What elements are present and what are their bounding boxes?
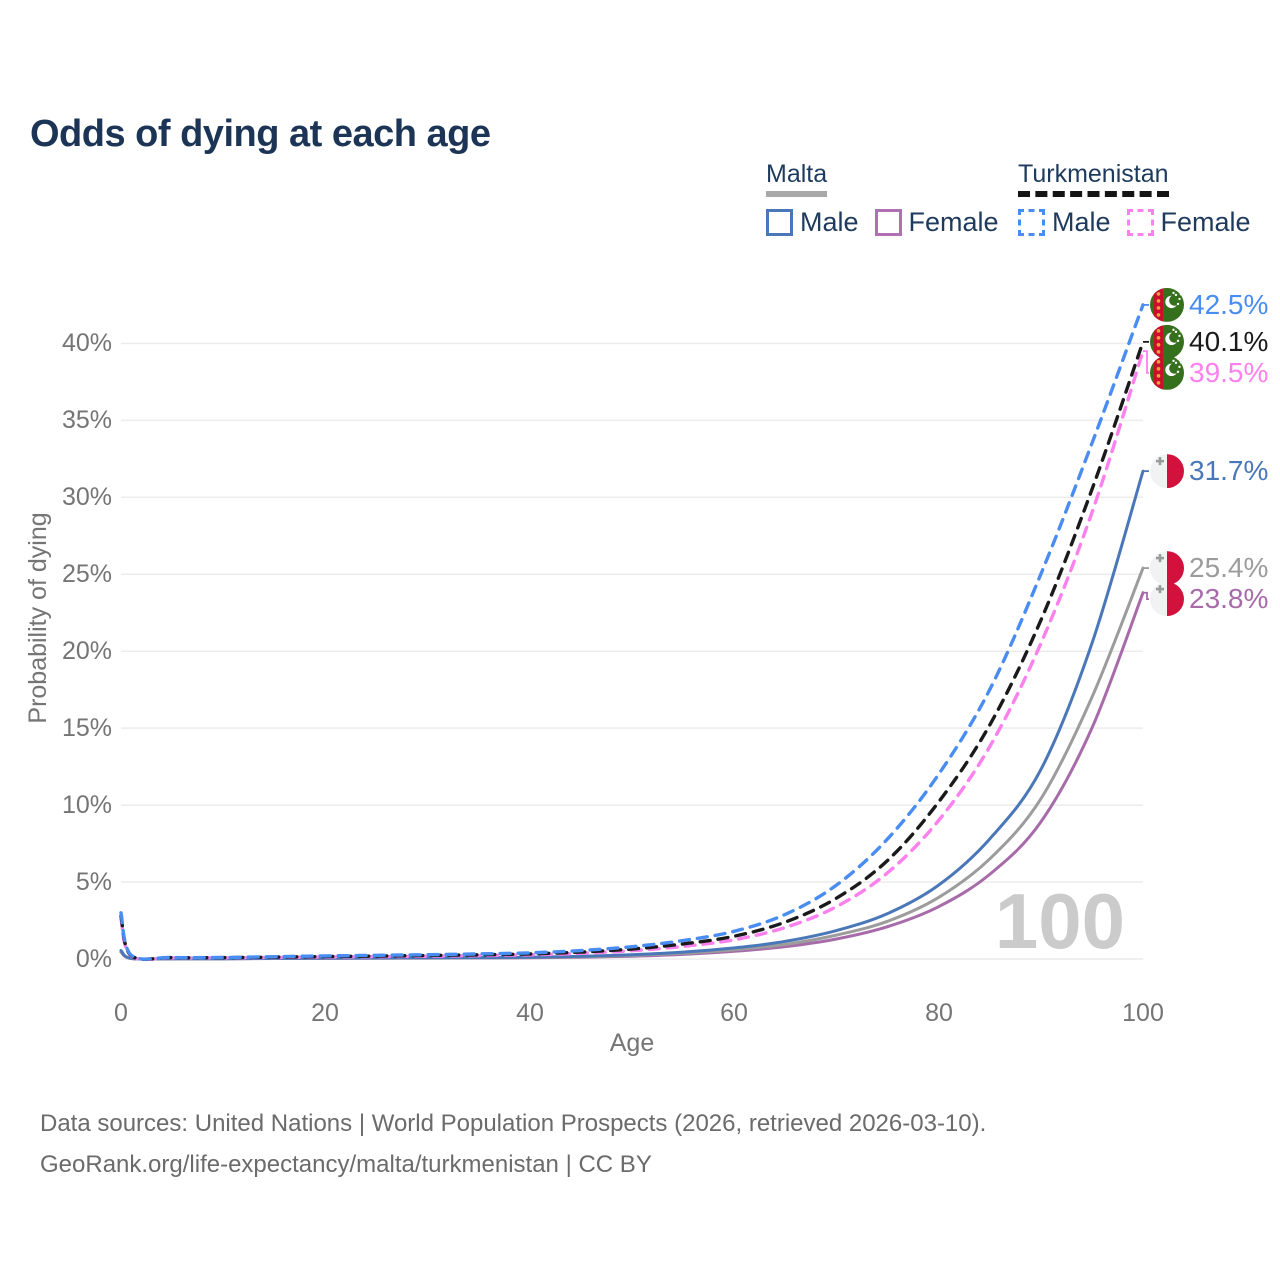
attribution-link[interactable]: GeoRank.org/life-expectancy/malta/turkme… xyxy=(40,1151,652,1178)
footer: Data sources: United Nations | World Pop… xyxy=(40,1103,986,1185)
x-tick-0: 0 xyxy=(114,999,128,1027)
age-counter-watermark: 100 xyxy=(995,877,1125,965)
malta-flag-icon xyxy=(1150,551,1184,586)
y-tick-30: 30% xyxy=(62,483,112,511)
legend-group-malta: Malta Male Female xyxy=(766,160,1015,238)
end-value-label-turkmenistan-female: 39.5% xyxy=(1189,357,1268,388)
end-value-label-turkmenistan-both: 40.1% xyxy=(1189,326,1268,357)
legend-item-turkmenistan-male[interactable]: Male xyxy=(1018,207,1127,238)
legend-label-malta-female: Female xyxy=(908,207,999,237)
legend-label-turkmenistan-female: Female xyxy=(1160,207,1251,237)
end-value-label-malta-both: 25.4% xyxy=(1189,552,1268,583)
x-tick-80: 80 xyxy=(925,999,953,1027)
y-tick-5: 5% xyxy=(76,868,112,896)
series-line-turkmenistan-both[interactable] xyxy=(119,340,1145,961)
end-value-label-malta-male: 31.7% xyxy=(1189,455,1268,486)
y-tick-35: 35% xyxy=(62,406,112,434)
end-value-label-turkmenistan-male: 42.5% xyxy=(1189,289,1268,320)
series-line-turkmenistan-female[interactable] xyxy=(119,349,1145,962)
legend-label-malta-male: Male xyxy=(800,207,859,237)
malta-male-swatch-icon xyxy=(766,209,793,236)
x-axis-title: Age xyxy=(610,1029,654,1057)
legend-group-turkmenistan: Turkmenistan Male Female xyxy=(1018,160,1267,238)
legend-label-turkmenistan-male: Male xyxy=(1052,207,1111,237)
callout-connector xyxy=(1143,350,1149,374)
turkmenistan-female-swatch-icon xyxy=(1126,209,1154,236)
turkmenistan-flag-icon xyxy=(1150,287,1184,322)
turkmenistan-flag-icon xyxy=(1150,324,1184,359)
page-title: Odds of dying at each age xyxy=(30,113,491,156)
series-line-malta-female[interactable] xyxy=(119,591,1145,961)
y-tick-0: 0% xyxy=(76,945,112,973)
y-tick-20: 20% xyxy=(62,637,112,665)
x-tick-20: 20 xyxy=(311,999,339,1027)
legend-header-malta: Malta xyxy=(766,160,828,197)
x-tick-60: 60 xyxy=(720,999,748,1027)
malta-flag-icon xyxy=(1150,582,1184,617)
callout-connector xyxy=(1143,591,1149,600)
legend-item-malta-male[interactable]: Male xyxy=(766,207,875,238)
y-axis-title: Probability of dying xyxy=(24,512,52,723)
malta-flag-icon xyxy=(1150,454,1184,489)
y-tick-40: 40% xyxy=(62,329,112,357)
end-value-callouts: 42.5% 40.1%39.5% 31.7% 25.4%23.8% xyxy=(1143,287,1268,617)
end-value-label-malta-female: 23.8% xyxy=(1189,583,1268,614)
y-tick-25: 25% xyxy=(62,560,112,588)
y-tick-10: 10% xyxy=(62,791,112,819)
legend-item-malta-female[interactable]: Female xyxy=(874,207,1015,238)
x-tick-40: 40 xyxy=(516,999,544,1027)
series-line-malta-male[interactable] xyxy=(119,469,1145,961)
legend-item-turkmenistan-female[interactable]: Female xyxy=(1126,207,1267,238)
gridlines xyxy=(121,342,1143,960)
turkmenistan-male-swatch-icon xyxy=(1018,209,1045,236)
x-tick-100: 100 xyxy=(1122,999,1164,1027)
turkmenistan-flag-icon xyxy=(1150,355,1184,390)
series-line-malta-both[interactable] xyxy=(119,566,1145,961)
series-line-turkmenistan-male[interactable] xyxy=(119,303,1145,961)
data-sources-line: Data sources: United Nations | World Pop… xyxy=(40,1110,987,1137)
legend-header-turkmenistan: Turkmenistan xyxy=(1018,160,1169,197)
malta-female-swatch-icon xyxy=(874,209,902,236)
y-tick-15: 15% xyxy=(62,714,112,742)
series-lines xyxy=(119,303,1145,962)
